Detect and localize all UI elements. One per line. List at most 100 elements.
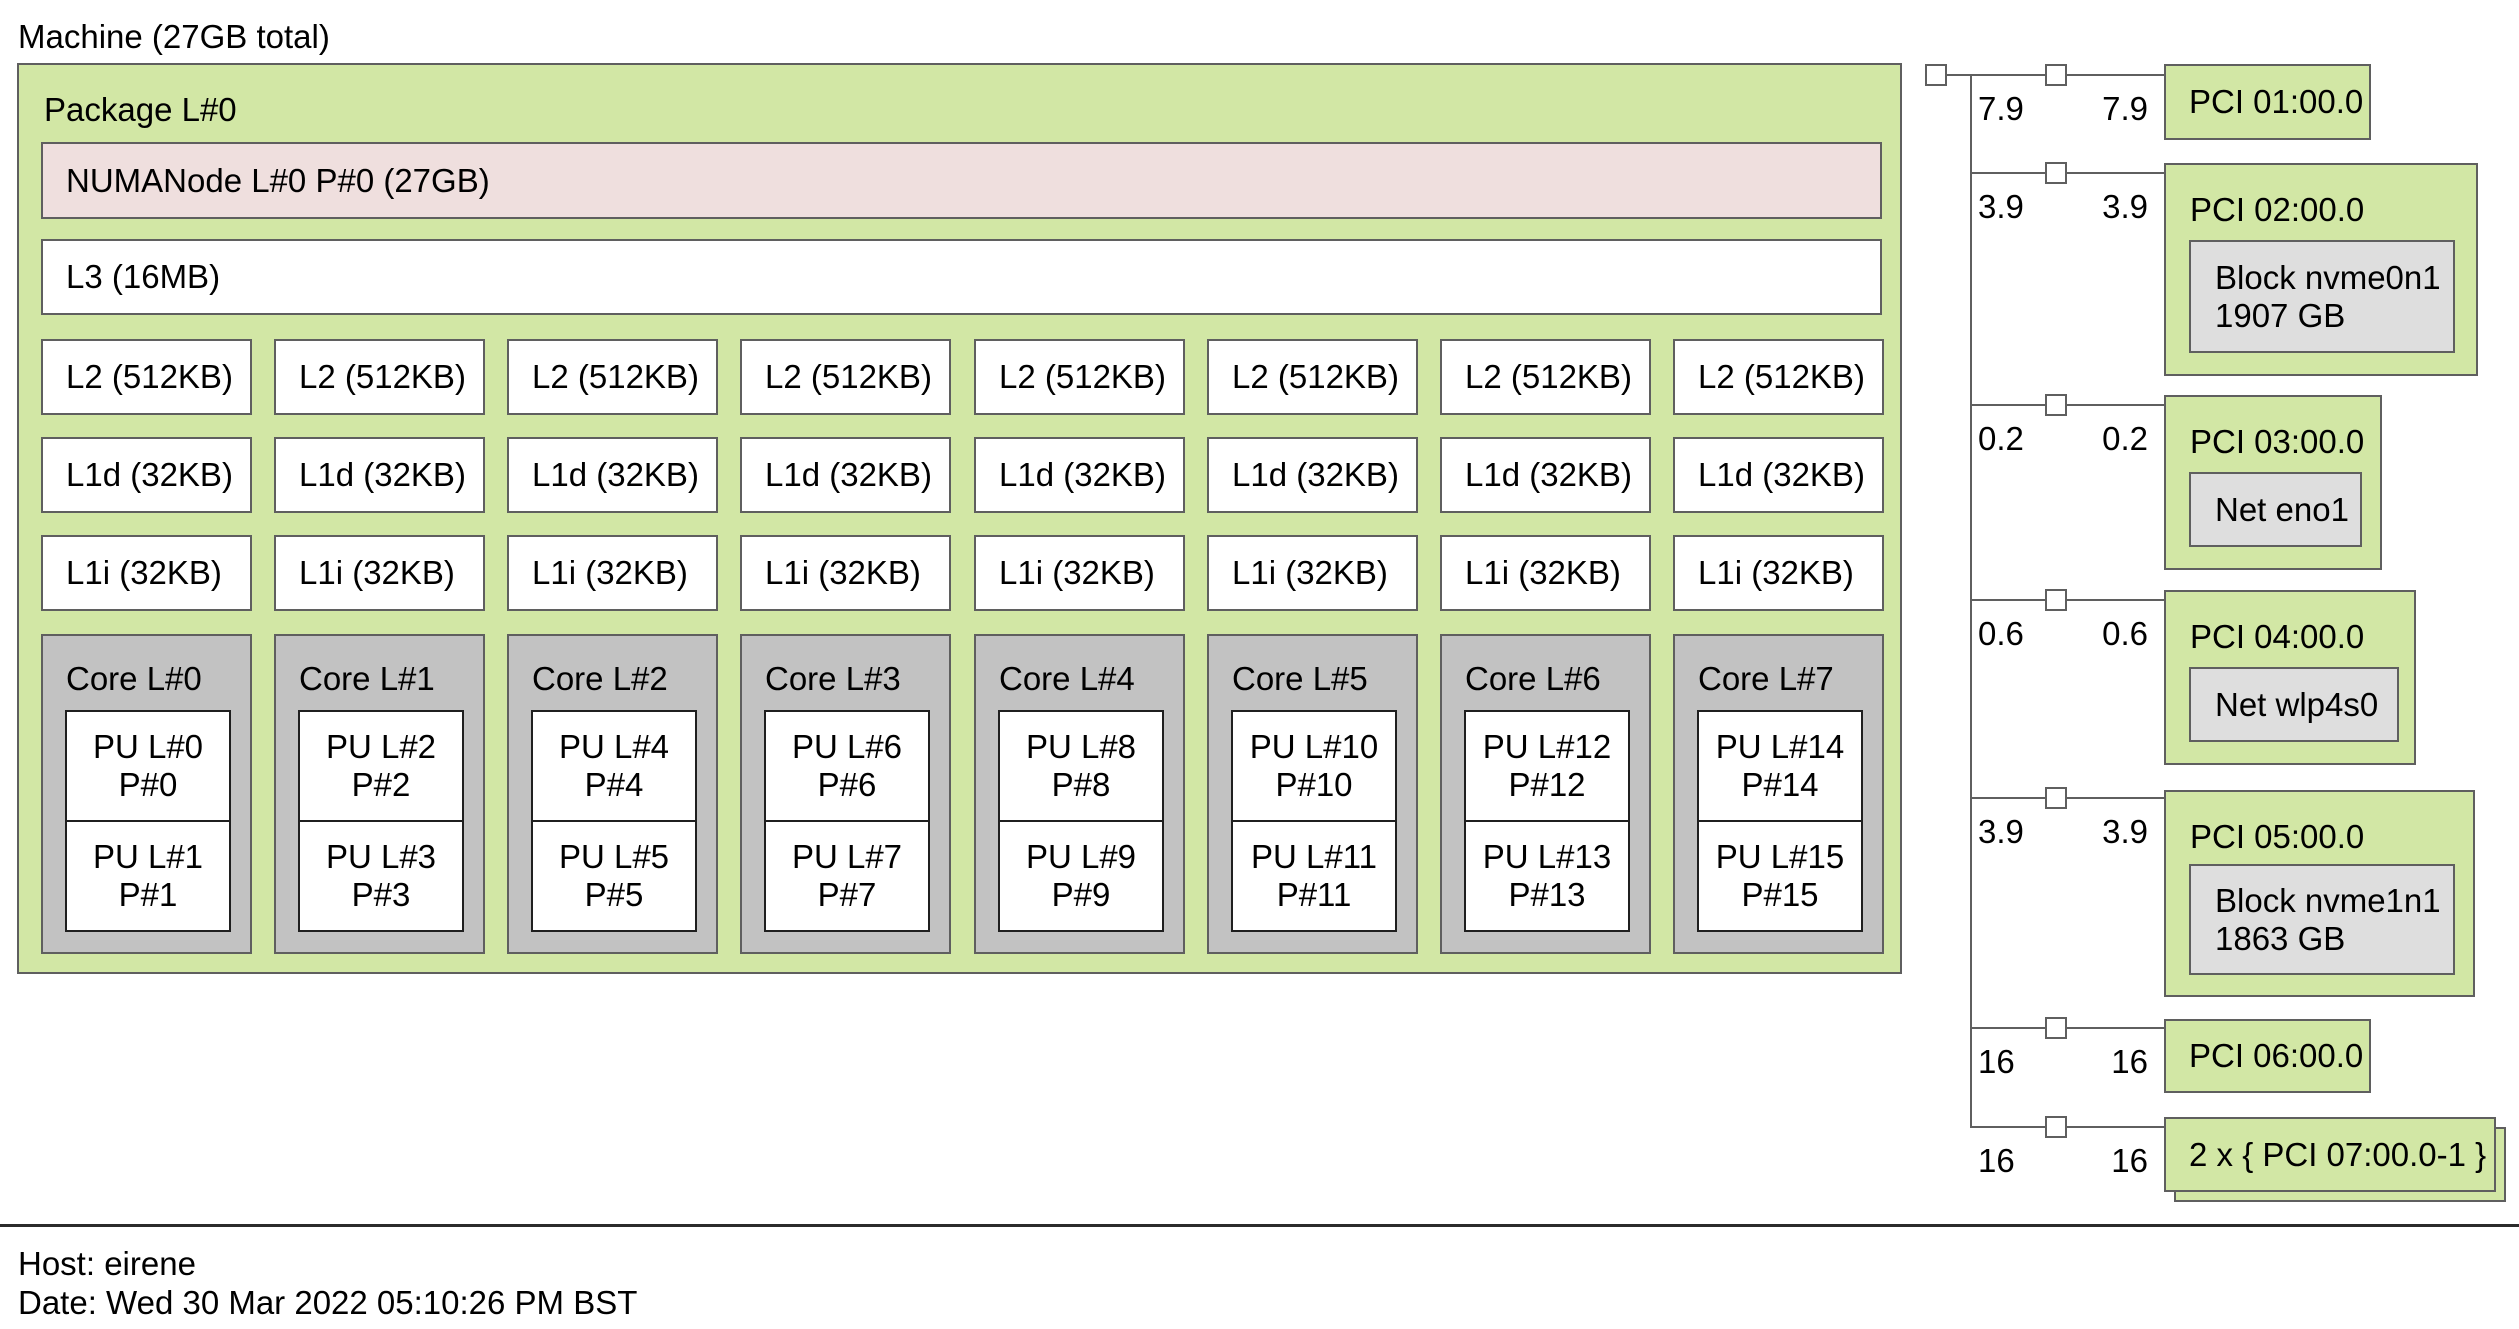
package-box: Package L#0 NUMANode L#0 P#0 (27GB) L3 (… [17,63,1902,974]
pci-box: PCI 03:00.0 Net eno1 [2164,395,2382,570]
legend-separator-line [0,1224,2519,1227]
pci-branch-line [1970,1027,2164,1029]
l1d-cache-box: L1d (32KB) [507,437,718,513]
core-box: Core L#2 PU L#4 P#4 PU L#5 P#5 [507,634,718,954]
l2-cache-label: L2 (512KB) [299,358,466,395]
core-label: Core L#5 [1232,660,1368,697]
numanode-box: NUMANode L#0 P#0 (27GB) [41,142,1882,219]
pci-label: PCI 01:00.0 [2189,83,2364,120]
l2-cache-label: L2 (512KB) [1465,358,1632,395]
l1i-cache-box: L1i (32KB) [274,535,485,611]
core-label: Core L#1 [299,660,435,697]
l1i-cache-box: L1i (32KB) [974,535,1185,611]
pci-branch-line [1970,797,2164,799]
pu-label-line2: P#2 [351,766,411,803]
pu-label-line1: PU L#11 [1251,838,1377,875]
pu-label-line2: P#14 [1741,766,1819,803]
link-speed-up: 3.9 [1978,813,2024,850]
pu-box: PU L#11 P#11 [1231,820,1397,932]
pu-box: PU L#0 P#0 [65,710,231,822]
link-speed-labels: 16 16 [1978,1142,2148,1180]
pu-label-line1: PU L#13 [1482,838,1612,875]
link-speed-down: 16 [2111,1043,2148,1080]
pci-link-square [2045,1116,2067,1138]
l1d-cache-label: L1d (32KB) [532,456,699,493]
link-speed-up: 0.2 [1978,420,2024,457]
pu-box: PU L#6 P#6 [764,710,930,822]
core-box: Core L#6 PU L#12 P#12 PU L#13 P#13 [1440,634,1651,954]
link-speed-labels: 3.9 3.9 [1978,188,2148,226]
pci-label: PCI 05:00.0 [2190,818,2365,855]
pu-label-line1: PU L#10 [1249,728,1379,765]
l1d-cache-box: L1d (32KB) [274,437,485,513]
core-box: Core L#5 PU L#10 P#10 PU L#11 P#11 [1207,634,1418,954]
l1i-cache-label: L1i (32KB) [765,554,921,591]
l1i-cache-label: L1i (32KB) [299,554,455,591]
core-label: Core L#6 [1465,660,1601,697]
pu-label-line2: P#15 [1741,876,1819,913]
l1d-cache-label: L1d (32KB) [1465,456,1632,493]
pci-link-square [2045,1017,2067,1039]
l1i-cache-box: L1i (32KB) [1207,535,1418,611]
pu-label-line2: P#12 [1508,766,1586,803]
l2-cache-box: L2 (512KB) [41,339,252,415]
l1i-cache-box: L1i (32KB) [1440,535,1651,611]
pu-label-line2: P#9 [1051,876,1111,913]
machine-label: Machine (27GB total) [18,18,330,55]
pu-box: PU L#9 P#9 [998,820,1164,932]
os-device-label: Net wlp4s0 [2215,685,2379,723]
pu-box: PU L#8 P#8 [998,710,1164,822]
pci-link-square [2045,162,2067,184]
l2-cache-box: L2 (512KB) [274,339,485,415]
l1d-cache-label: L1d (32KB) [66,456,233,493]
l2-cache-box: L2 (512KB) [507,339,718,415]
pu-label-line1: PU L#1 [92,838,204,875]
pu-label-line1: PU L#12 [1482,728,1612,765]
pu-label-line1: PU L#14 [1715,728,1845,765]
l1i-cache-box: L1i (32KB) [507,535,718,611]
pci-box: PCI 05:00.0 Block nvme1n1 1863 GB [2164,790,2475,997]
l2-cache-label: L2 (512KB) [765,358,932,395]
core-box: Core L#4 PU L#8 P#8 PU L#9 P#9 [974,634,1185,954]
pci-link-square [2045,64,2067,86]
pu-box: PU L#5 P#5 [531,820,697,932]
pu-label-line2: P#4 [584,766,644,803]
hostbridge-square [1925,64,1947,86]
pu-label-line2: P#11 [1276,876,1352,913]
pu-label-line1: PU L#15 [1715,838,1845,875]
pu-label-line2: P#3 [351,876,411,913]
l1i-cache-label: L1i (32KB) [1232,554,1388,591]
link-speed-up: 16 [1978,1043,2015,1080]
pci-box: PCI 01:00.0 [2164,64,2371,140]
pci-label: PCI 04:00.0 [2190,618,2365,655]
l1i-cache-label: L1i (32KB) [1698,554,1854,591]
l3-cache-label: L3 (16MB) [66,258,221,295]
pci-branch-line [1970,404,2164,406]
pu-label-line1: PU L#7 [791,838,903,875]
l2-cache-box: L2 (512KB) [1673,339,1884,415]
pci-trunk-line [1970,75,1972,1127]
pu-label-line1: PU L#9 [1025,838,1137,875]
l1d-cache-box: L1d (32KB) [740,437,951,513]
pu-label-line2: P#1 [118,876,178,913]
pu-box: PU L#4 P#4 [531,710,697,822]
pci-link-square [2045,787,2067,809]
pci-link-square [2045,394,2067,416]
l1i-cache-label: L1i (32KB) [66,554,222,591]
pu-label-line1: PU L#0 [92,728,204,765]
link-speed-labels: 7.9 7.9 [1978,90,2148,128]
pci-link-square [2045,589,2067,611]
l1d-cache-label: L1d (32KB) [1698,456,1865,493]
numanode-label: NUMANode L#0 P#0 (27GB) [66,161,490,199]
link-speed-labels: 0.6 0.6 [1978,615,2148,653]
pci-branch-line [1970,1126,2164,1128]
l2-cache-label: L2 (512KB) [66,358,233,395]
os-device-box: Net wlp4s0 [2189,667,2399,742]
pci-label: 2 x { PCI 07:00.0-1 } [2189,1135,2487,1173]
os-device-box: Net eno1 [2189,472,2362,547]
pu-box: PU L#15 P#15 [1697,820,1863,932]
l1d-cache-label: L1d (32KB) [765,456,932,493]
l1d-cache-label: L1d (32KB) [299,456,466,493]
core-label: Core L#3 [765,660,901,697]
pu-label-line2: P#8 [1051,766,1111,803]
